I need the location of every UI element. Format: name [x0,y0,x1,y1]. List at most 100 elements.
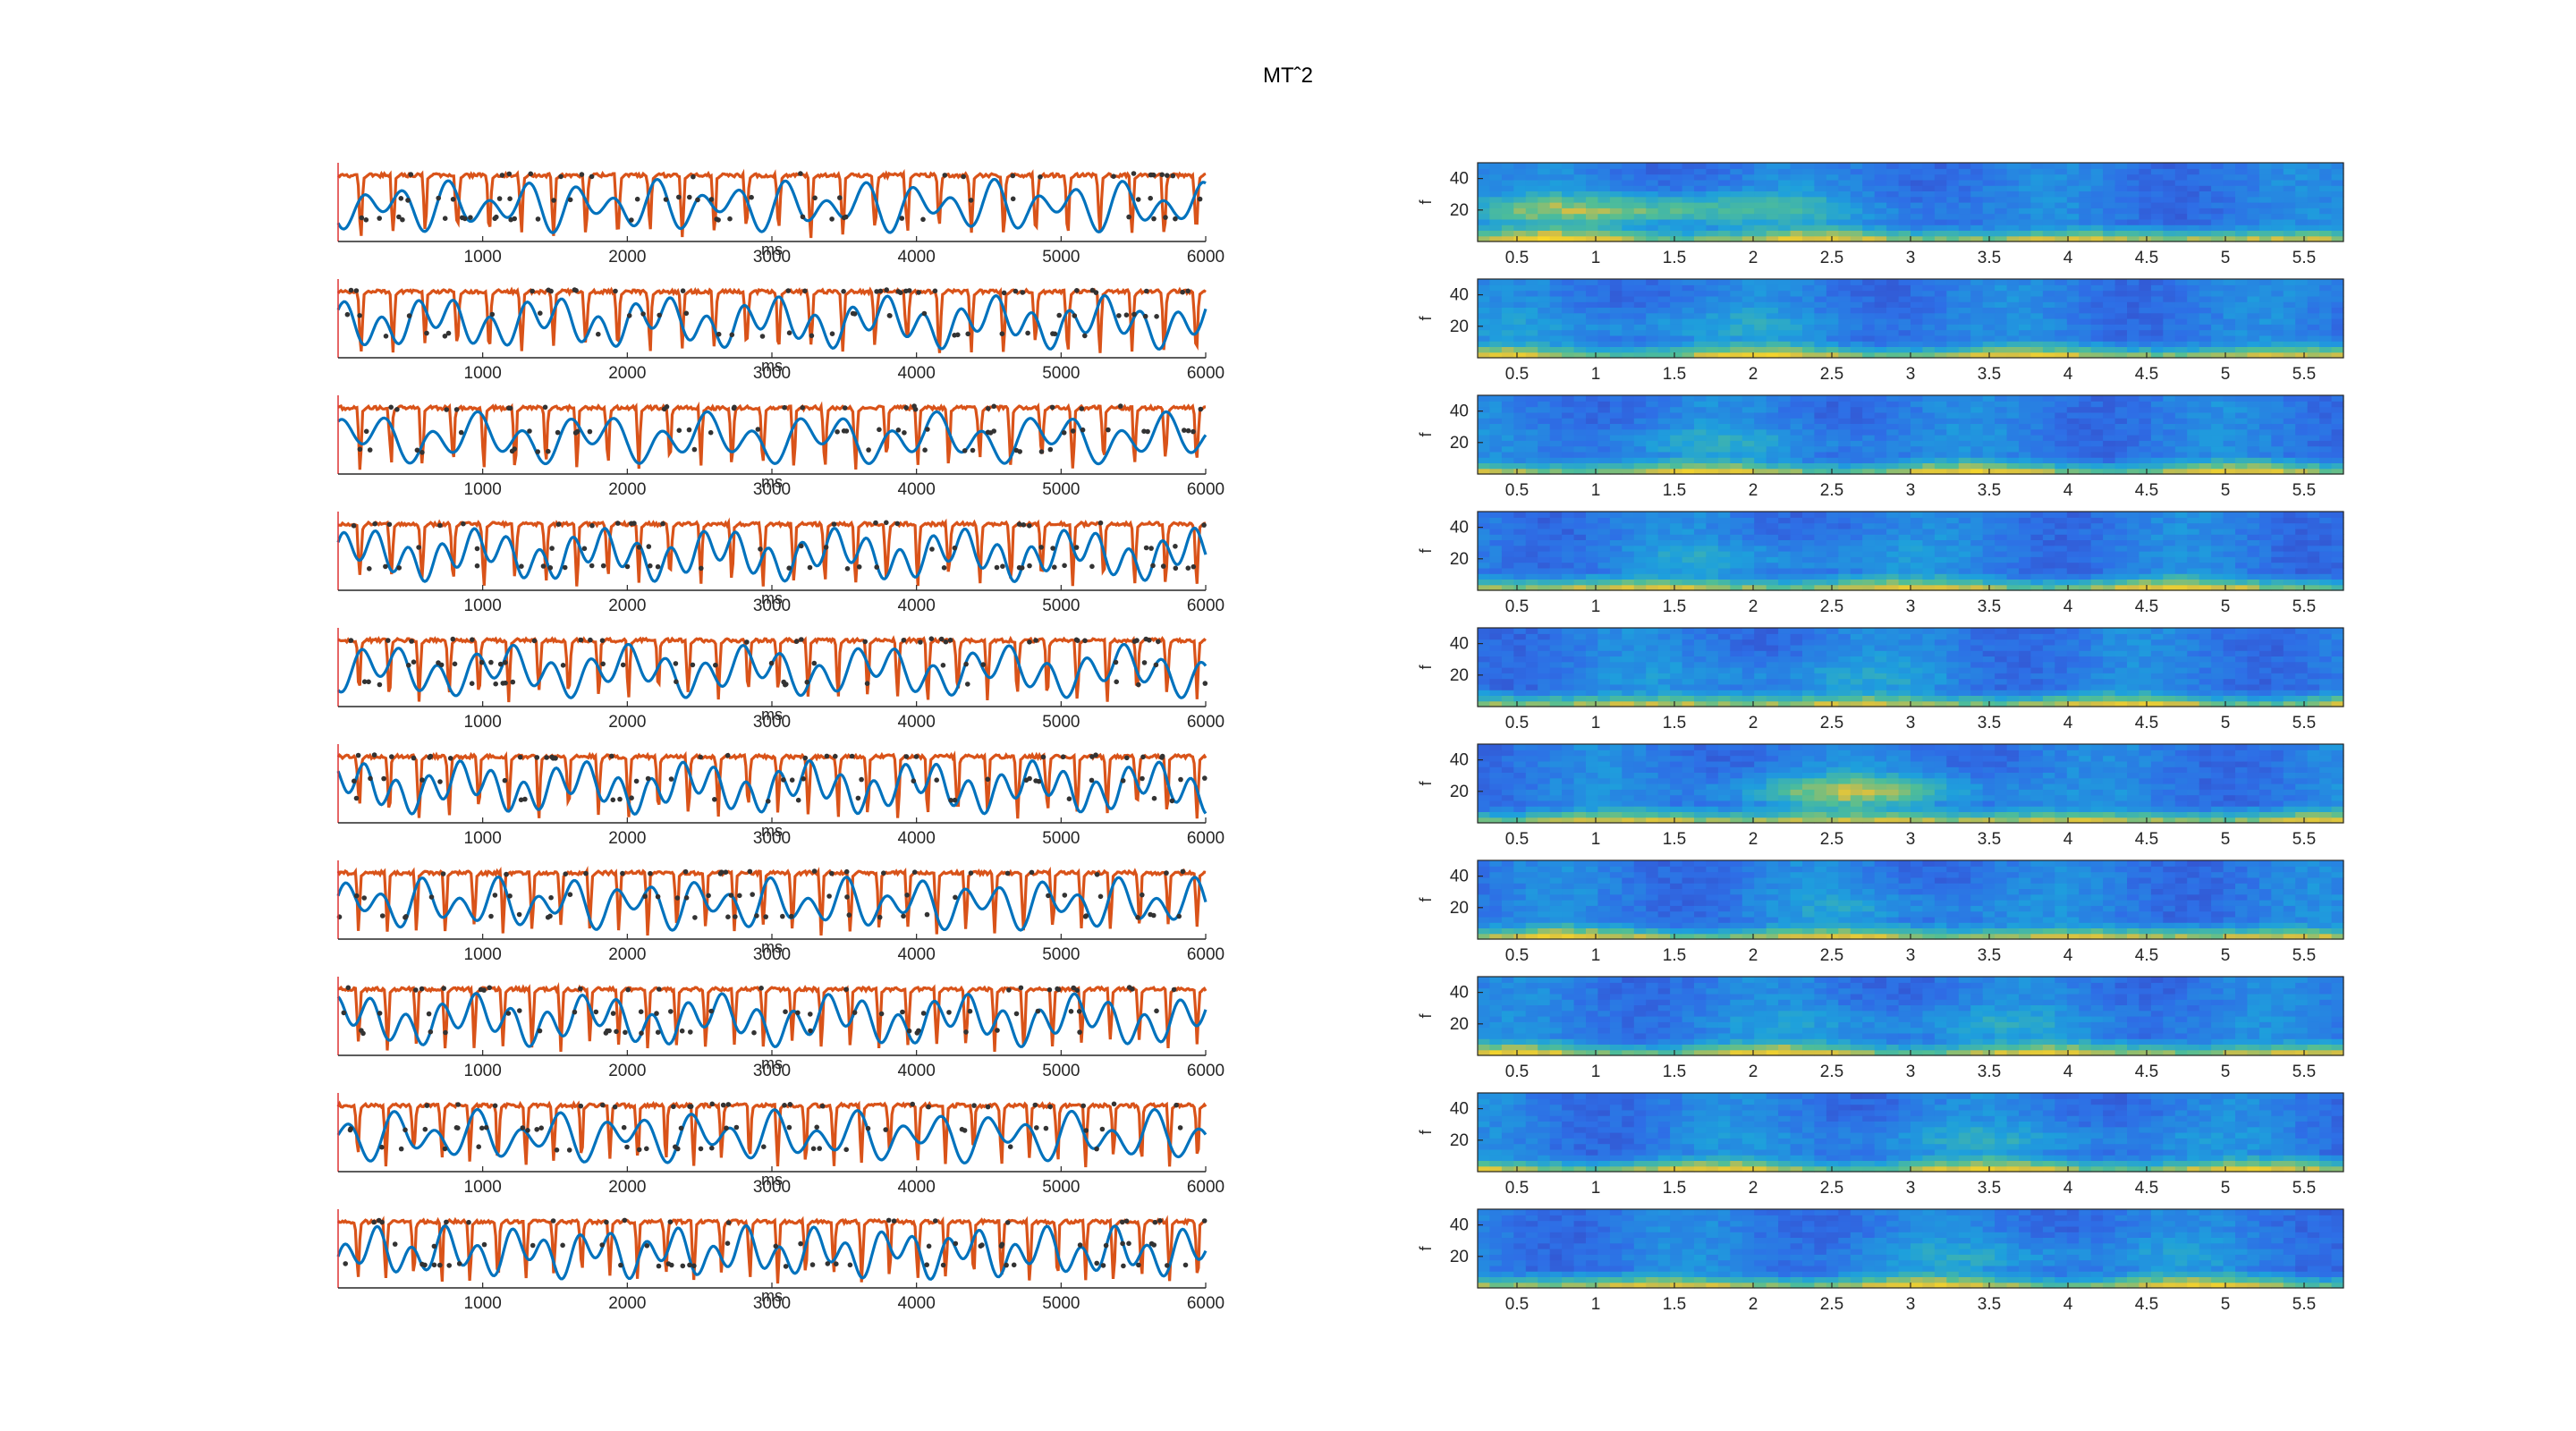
heatmap-cell [2163,301,2176,308]
heatmap-cell [1670,440,1683,447]
heatmap-cell [1826,218,1839,225]
heatmap-cell [1562,468,1575,475]
heatmap-cell [1886,168,1900,175]
heatmap-cell [1513,341,1527,347]
spike-dot [1013,447,1020,453]
heatmap-cell [1766,401,1779,408]
heatmap-cell [1934,579,1947,586]
heatmap-cell [1790,435,1803,441]
heatmap-cell [1513,428,1527,436]
heatmap-cell [2283,401,2296,408]
heatmap-cell [1633,230,1647,237]
heatmap-cell [2331,312,2344,319]
heatmap-cell [1790,517,1803,524]
heatmap-cell [2174,418,2188,424]
heatmap-cell [1922,346,1936,353]
heatmap-cell [2042,573,2055,580]
heatmap-cell [2163,423,2176,430]
heatmap-cell [2127,512,2140,518]
heatmap-cell [1730,573,1743,580]
heatmap-cell [1778,556,1792,563]
heatmap-cell [1778,174,1792,181]
heatmap-cell [1489,545,1503,552]
heatmap-cell [1646,534,1659,540]
heatmap-cell [1790,295,1803,302]
heatmap-cell [1802,411,1815,419]
heatmap-cell [1573,284,1587,292]
heatmap-cell [1622,202,1635,208]
heatmap-cell [1946,191,1960,198]
heatmap-cell [1586,218,1598,225]
heatmap-cell [2103,528,2116,535]
spike-dot [691,174,696,180]
heatmap-cell [1814,579,1827,586]
heatmap-cell [1694,307,1707,314]
spike-dot [538,310,543,317]
heatmap-cell [1911,539,1923,546]
heatmap-cell [2150,445,2164,453]
heatmap-cell [2319,567,2333,574]
heatmap-cell [1898,406,1911,413]
heatmap-cell [1670,428,1683,436]
heatmap-cell [2271,406,2284,413]
heatmap-cell [1538,428,1551,436]
spike-dot [657,986,662,992]
heatmap-cell [1633,556,1647,563]
heatmap-cell [2030,517,2044,524]
heatmap-cell [1573,218,1587,225]
heatmap-cell [2066,351,2080,359]
spike-dot [540,563,547,569]
heatmap-cell [2295,462,2309,470]
x-tick-label: 4000 [898,1178,936,1197]
x-axis-label: ms [761,822,783,840]
heatmap-cell [1646,351,1659,359]
spike-dot [1027,523,1032,529]
heatmap-cell [2235,440,2248,447]
heatmap-cell [2066,196,2080,203]
heatmap-cell [2319,556,2333,563]
heatmap-cell [1706,562,1719,569]
heatmap-cell [1525,435,1538,441]
heatmap-cell [1538,191,1551,198]
heatmap-cell [1838,545,1852,552]
heatmap-cell [2042,295,2055,302]
heatmap-cell [2055,235,2068,242]
heatmap-cell [2103,329,2116,336]
heatmap-cell [1911,329,1923,336]
spike-dot [1060,754,1066,759]
heatmap-cell [1922,174,1936,181]
heatmap-cell [1814,196,1827,203]
spike-dot [386,638,391,643]
heatmap-cell [1573,230,1587,237]
heatmap-cell [1597,202,1611,208]
heatmap-cell [1646,579,1659,586]
heatmap-cell [2295,202,2309,208]
heatmap-cell [2295,435,2309,441]
heatmap-cell [1922,551,1936,557]
heatmap-cell [1549,579,1563,586]
heatmap-cell [1898,213,1911,220]
heatmap-cell [1838,445,1852,453]
heatmap-cell [1922,235,1936,242]
heatmap-cell [2283,346,2296,353]
heatmap-cell [2295,584,2309,591]
heatmap-cell [1549,301,1563,308]
heatmap-cell [1573,551,1587,557]
spike-dot [1033,638,1038,643]
heatmap-cell [2163,279,2176,285]
heatmap-cell [1562,462,1575,470]
heatmap-cell [2055,423,2068,430]
spike-dot [1040,754,1046,760]
heatmap-cell [2150,545,2164,552]
heatmap-cell [1586,213,1598,220]
spike-dot [604,1219,609,1225]
heatmap-cell [1995,556,2008,563]
heatmap-cell [1682,235,1695,242]
heatmap-cell [2139,522,2152,529]
spike-dot [566,1147,572,1153]
heatmap-cell [1694,418,1707,424]
heatmap-cell [1706,284,1719,292]
heatmap-cell [2258,435,2272,441]
heatmap-cell [2199,163,2212,169]
heatmap-cell [1513,163,1527,169]
